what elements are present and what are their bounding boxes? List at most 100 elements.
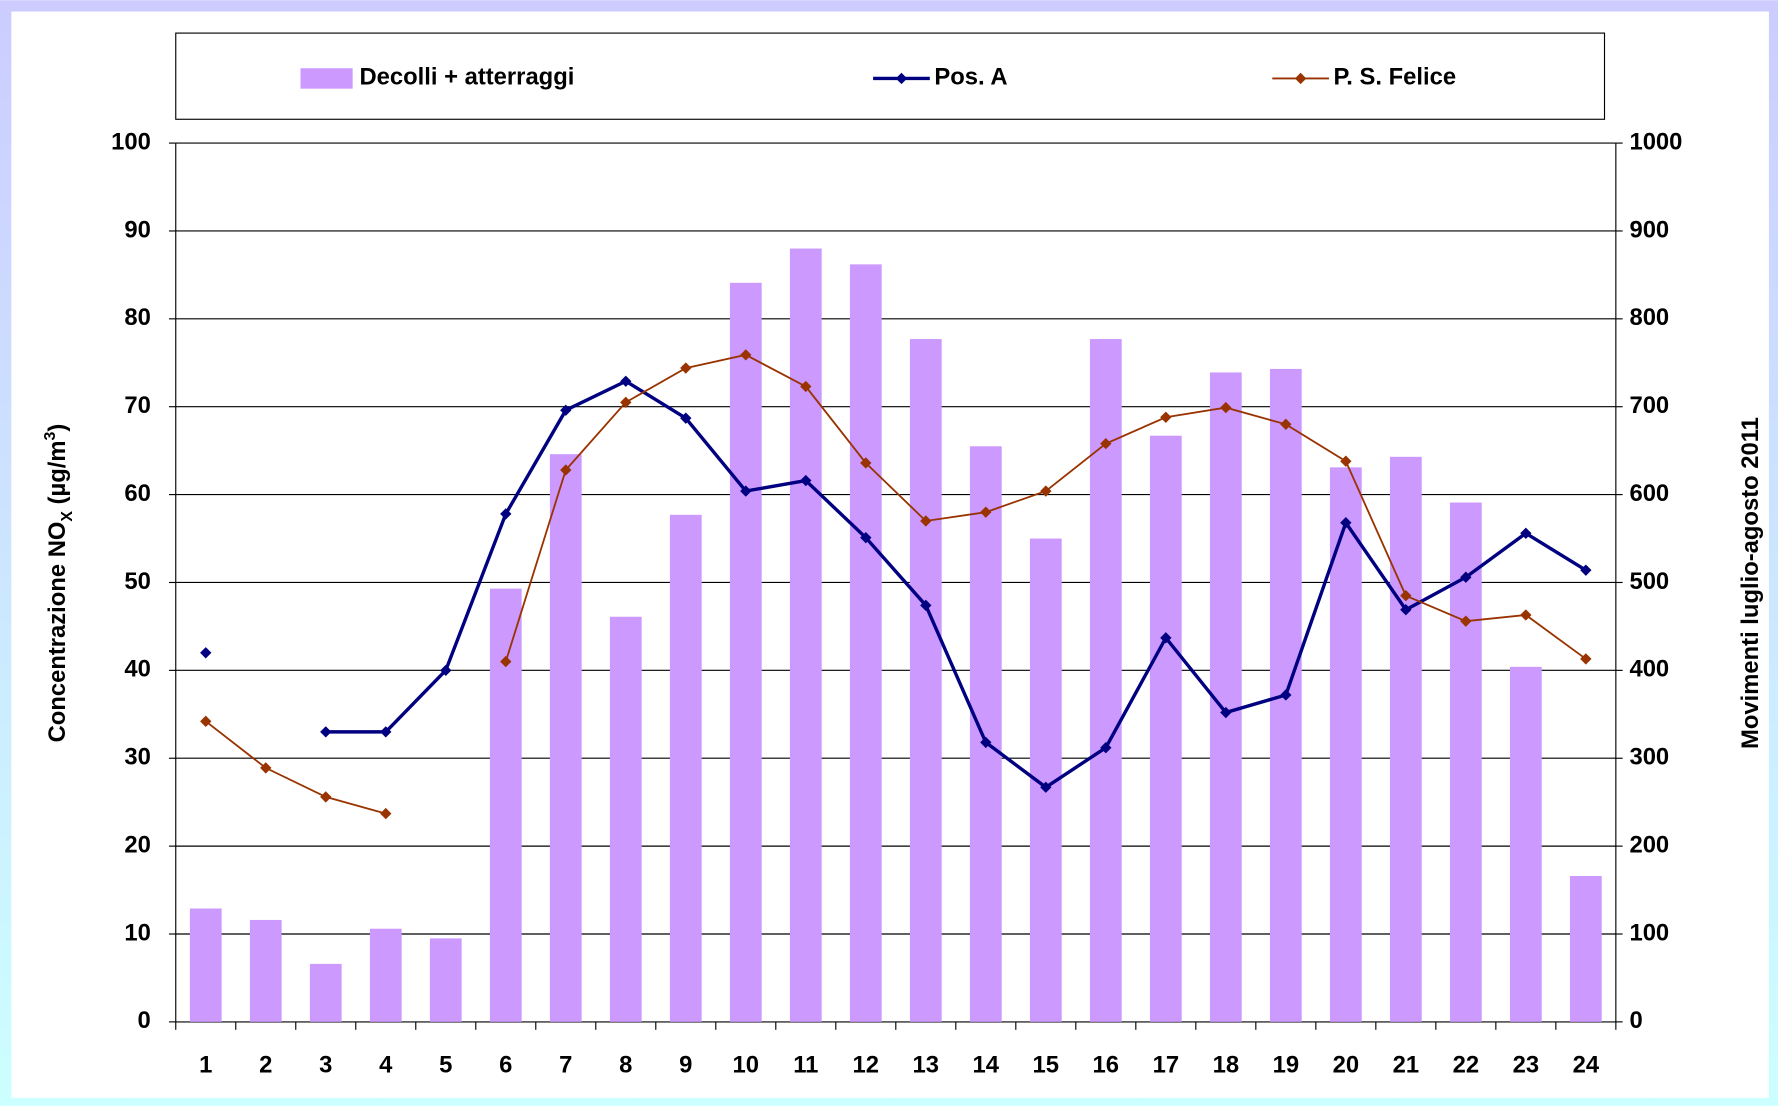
legend-label: Pos. A [934,64,1007,91]
marker [1400,589,1412,602]
bar [249,919,282,1022]
marker [860,457,872,469]
legend-swatch [300,68,353,89]
bar [609,616,642,1022]
marker [620,396,632,408]
x-tick-label: 17 [1153,1051,1179,1078]
marker [680,412,692,424]
marker [1340,455,1352,467]
bar [1389,456,1422,1022]
marker [320,726,332,738]
y2-tick-label: 600 [1629,480,1669,507]
marker [380,807,392,820]
marker [920,515,932,527]
x-tick-label: 11 [793,1051,818,1078]
marker [980,736,992,749]
marker [680,362,692,374]
x-tick-label: 6 [499,1051,512,1078]
marker [740,349,752,361]
x-tick-label: 13 [913,1051,939,1078]
y-tick-label: 50 [124,568,150,595]
bar [849,264,882,1022]
bar [1449,502,1482,1022]
y-axis-title: Concentrazione NOX (µg/m3) [42,424,76,743]
bar [309,963,342,1022]
bar [1569,875,1602,1022]
y-axis-title-part: X [59,511,76,522]
legend-box [175,32,1606,120]
legend-marker [895,72,908,85]
marker [1220,706,1232,719]
y2-tick-label: 300 [1629,744,1669,771]
bar [369,928,402,1022]
marker [500,655,512,668]
y2-tick-label: 800 [1629,304,1669,331]
marker [560,464,572,476]
marker [1280,689,1292,701]
y-tick-label: 90 [124,216,150,243]
marker [1400,604,1412,616]
legend-label: Decolli + atterraggi [359,64,574,91]
y2-tick-label: 900 [1629,216,1669,243]
bar [789,248,822,1022]
y-tick-label: 10 [124,919,150,946]
y-tick-label: 30 [124,744,150,771]
x-tick-label: 3 [319,1051,332,1078]
y2-tick-label: 700 [1629,392,1669,419]
x-tick-label: 10 [733,1051,759,1078]
marker [800,474,812,487]
x-tick-label: 16 [1093,1051,1119,1078]
x-tick-label: 12 [853,1051,879,1078]
bar [729,282,762,1022]
x-tick-label: 24 [1573,1051,1600,1078]
marker [860,531,872,544]
marker [1040,781,1052,793]
marker [1100,742,1112,754]
x-tick-label: 8 [619,1051,632,1078]
y-axis-title-part: (µg/m [44,440,71,511]
x-tick-label: 2 [259,1051,272,1078]
y-tick-label: 100 [111,128,151,155]
y2-tick-label: 200 [1629,831,1669,858]
x-tick-label: 19 [1273,1051,1299,1078]
y-tick-label: 20 [124,831,150,858]
x-tick-label: 21 [1393,1051,1419,1078]
legend-marker [1294,72,1307,85]
marker [200,647,212,659]
bar [1509,666,1542,1022]
x-tick-label: 22 [1453,1051,1479,1078]
y-axis-title-part: ) [44,424,71,432]
y-axis-title-part: 3 [42,431,59,440]
x-tick-label: 14 [973,1051,1000,1078]
y2-axis-title: Movimenti luglio-agosto 2011 [1737,417,1764,749]
y-axis-title-part: Concentrazione NO [44,522,71,743]
x-tick-label: 15 [1033,1051,1059,1078]
marker [1160,632,1172,644]
y-tick-label: 60 [124,480,150,507]
marker [1340,517,1352,529]
bar [1149,435,1182,1022]
bar [189,908,222,1022]
marker [1040,485,1052,497]
x-tick-label: 1 [199,1051,212,1078]
marker [1580,653,1592,665]
bar [429,938,462,1022]
bar [909,339,942,1022]
y-tick-label: 0 [138,1007,151,1034]
marker [740,485,752,497]
marker [980,506,992,518]
x-tick-label: 5 [439,1051,452,1078]
x-tick-label: 23 [1513,1051,1539,1078]
marker [1460,615,1472,627]
x-tick-label: 9 [679,1051,692,1078]
marker [440,664,452,677]
y-tick-label: 70 [124,392,150,419]
bar [669,514,702,1022]
y2-tick-label: 100 [1629,919,1669,946]
y2-tick-label: 0 [1629,1007,1642,1034]
marker [1580,564,1592,576]
marker [920,599,932,612]
bar [489,588,522,1022]
marker [320,791,332,803]
